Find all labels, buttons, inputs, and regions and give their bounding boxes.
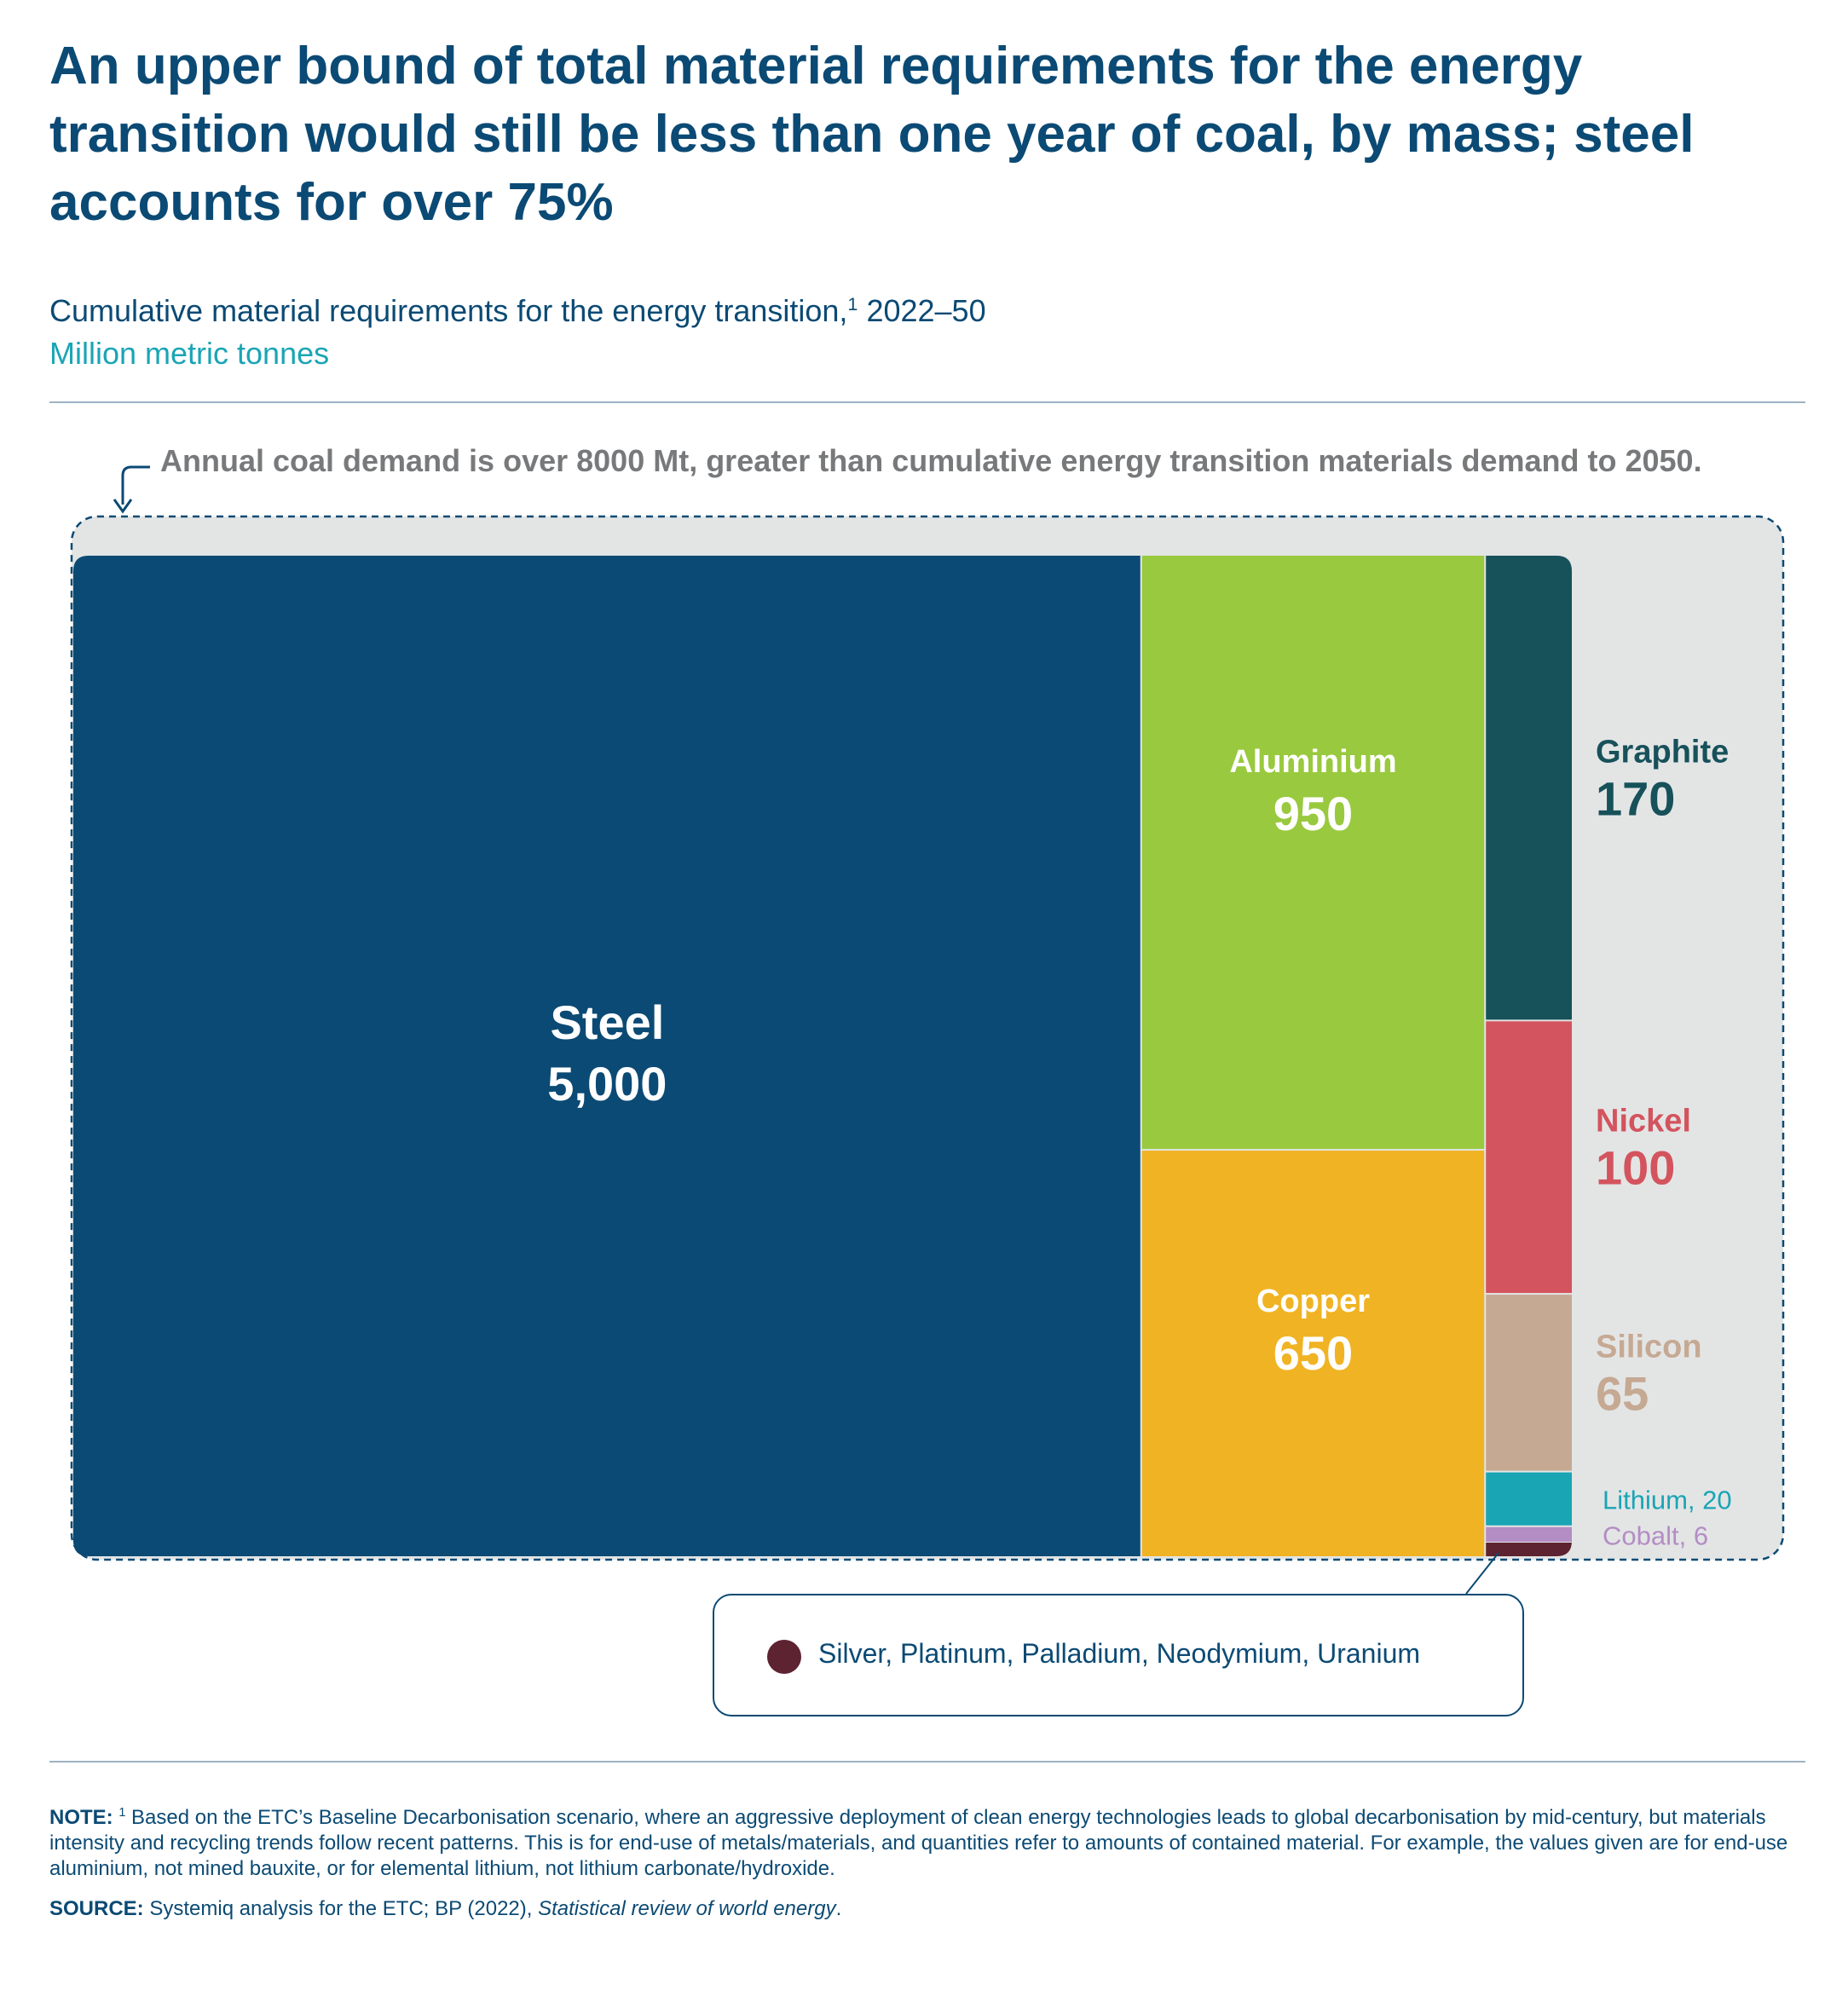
tile-steel [73,556,1141,1556]
chart-title: An upper bound of total material require… [49,37,1695,232]
label-silicon-name: Silicon [1596,1329,1702,1364]
tile-cobalt [1486,1526,1572,1542]
label-copper-value: 650 [1273,1326,1353,1380]
label-graphite-name: Graphite [1596,735,1729,770]
label-copper-name: Copper [1256,1284,1370,1319]
subtitle-footnote-marker: 1 [847,293,858,314]
label-lithium: Lithium, 20 [1603,1486,1732,1515]
label-aluminium-name: Aluminium [1229,744,1396,780]
treemap-labels: Steel5,000Aluminium950Copper650Graphite1… [547,735,1731,1551]
chart-subtitle: Cumulative material requirements for the… [49,293,986,329]
note-label: NOTE: [49,1806,113,1829]
subtitle-text: Cumulative material requirements for the… [49,293,848,328]
subtitle-period: 2022–50 [866,293,986,328]
source-publication: Statistical review of world energy [538,1897,836,1920]
source: SOURCE: Systemiq analysis for the ETC; B… [49,1897,841,1921]
tile-graphite [1486,556,1572,1020]
tile-lithium [1486,1472,1572,1526]
tile-silicon [1486,1295,1572,1471]
label-steel-value: 5,000 [547,1057,667,1111]
coal-annotation: Annual coal demand is over 8000 Mt, grea… [160,443,1702,478]
treemap-tiles [73,556,1572,1556]
callout-text: Silver, Platinum, Palladium, Neodymium, … [818,1638,1421,1669]
note-footnote-marker: 1 [118,1806,126,1820]
source-label: SOURCE: [49,1897,144,1920]
callout-connector [1465,1552,1499,1595]
label-steel-name: Steel [550,995,664,1049]
label-aluminium-value: 950 [1273,787,1353,840]
top-divider [49,401,1805,403]
tile-aluminium [1141,556,1485,1150]
other-materials-callout: Silver, Platinum, Palladium, Neodymium, … [713,1594,1524,1716]
label-silicon-value: 65 [1596,1366,1649,1420]
annotation-arrow-head [113,499,133,514]
tile-nickel [1486,1021,1572,1294]
callout-color-dot [767,1640,801,1674]
label-nickel-value: 100 [1596,1141,1675,1195]
note-text: Based on the ETC’s Baseline Decarbonisat… [49,1806,1788,1880]
label-graphite-value: 170 [1596,772,1675,826]
unit-label: Million metric tonnes [49,336,330,371]
annotation-arrow-line [121,465,150,505]
label-cobalt: Cobalt, 6 [1603,1520,1708,1550]
bottom-divider [49,1761,1805,1763]
label-nickel-name: Nickel [1596,1104,1691,1139]
tile-other-materials [1486,1541,1572,1556]
tile-copper [1141,1151,1485,1556]
source-text: Systemiq analysis for the ETC; BP (2022)… [149,1897,533,1920]
note: NOTE: 1 Based on the ETC’s Baseline Deca… [49,1800,1805,1882]
source-end: . [835,1897,842,1920]
